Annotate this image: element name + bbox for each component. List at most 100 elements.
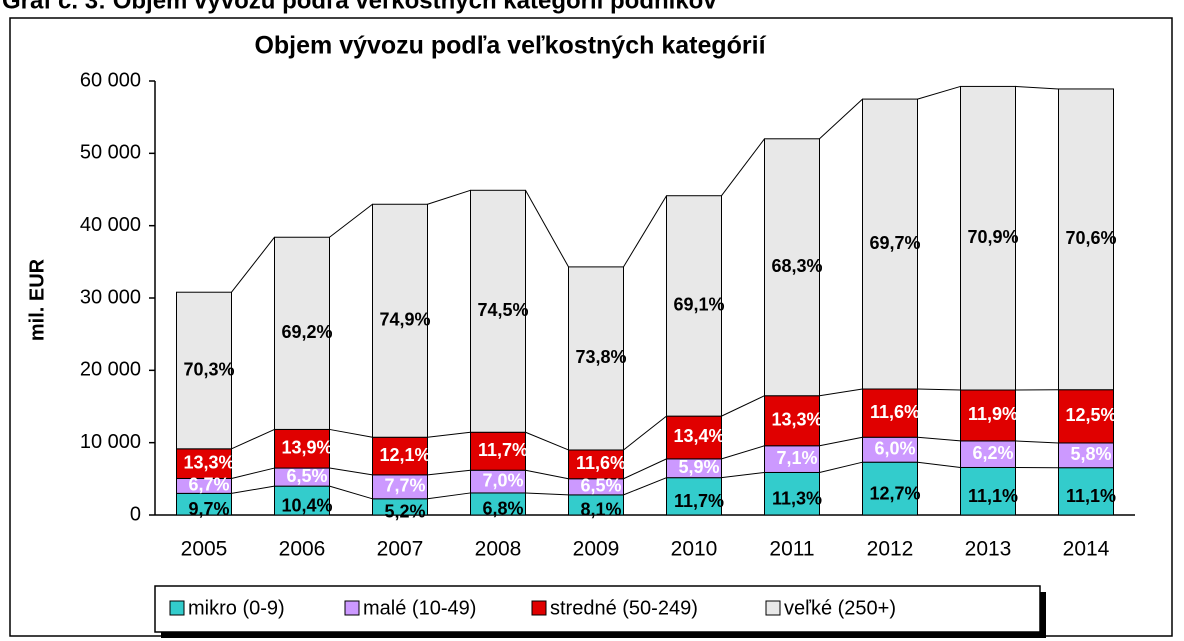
data-label: 7,1% xyxy=(776,448,817,468)
data-label: 6,5% xyxy=(286,466,327,486)
connector-line xyxy=(721,395,765,417)
bar-segment xyxy=(960,389,1016,442)
bar-segment xyxy=(274,485,330,516)
data-label: 10,4% xyxy=(281,495,332,515)
connector-line xyxy=(819,461,863,473)
y-tick-label: 20 000 xyxy=(80,359,141,381)
data-label: 5,8% xyxy=(1070,444,1111,464)
connector-line xyxy=(525,190,569,268)
legend-box xyxy=(154,585,1041,633)
bar-segment xyxy=(960,85,1016,391)
bar-segment xyxy=(960,440,1016,468)
bar-segment xyxy=(764,471,820,516)
x-tick-label: 2012 xyxy=(867,538,914,561)
connector-line xyxy=(525,431,569,451)
bar-segment xyxy=(274,428,330,469)
bar-segment xyxy=(764,395,820,447)
data-label: 69,2% xyxy=(281,322,332,342)
x-tick-label: 2005 xyxy=(181,538,228,561)
connector-line xyxy=(623,415,667,451)
connector-line xyxy=(329,485,373,500)
bar-segment xyxy=(470,189,526,433)
connector-line xyxy=(231,485,275,494)
bar-segment xyxy=(274,236,330,430)
legend-label: stredné (50-249) xyxy=(550,597,698,619)
bar-segment xyxy=(1058,88,1114,391)
data-label: 11,7% xyxy=(674,491,724,511)
data-label: 74,9% xyxy=(379,309,430,329)
page-heading: Graf č. 3: Objem vývozu podľa veľkostnýc… xyxy=(2,0,717,14)
connector-line xyxy=(623,195,667,268)
legend-label: mikro (0-9) xyxy=(188,597,285,619)
data-label: 5,9% xyxy=(678,457,719,477)
data-label: 70,3% xyxy=(183,359,234,379)
data-label: 7,0% xyxy=(482,470,523,490)
connector-line xyxy=(819,388,863,397)
bar-segment xyxy=(764,445,820,473)
bar-segment xyxy=(372,436,428,476)
x-tick-label: 2010 xyxy=(671,538,718,561)
connector-line xyxy=(231,467,275,479)
connector-line xyxy=(721,138,765,197)
data-label: 13,9% xyxy=(281,437,332,457)
bar-segment xyxy=(568,266,624,451)
data-label: 70,6% xyxy=(1065,228,1116,248)
y-tick-label: 0 xyxy=(130,503,141,525)
connector-line xyxy=(917,85,961,100)
data-label: 13,4% xyxy=(673,426,724,446)
legend-label: malé (10-49) xyxy=(363,597,476,619)
data-label: 9,7% xyxy=(188,499,229,519)
data-label: 11,1% xyxy=(1066,486,1116,506)
connector-line xyxy=(819,98,863,140)
bar-segment xyxy=(764,138,820,397)
data-label: 11,9% xyxy=(968,404,1018,424)
data-label: 69,7% xyxy=(869,233,920,253)
connector-line xyxy=(329,203,373,238)
connector-line xyxy=(427,431,471,438)
bar-segment xyxy=(176,448,232,479)
x-tick-label: 2008 xyxy=(475,538,522,561)
y-tick-label: 60 000 xyxy=(80,69,141,91)
bar-segment xyxy=(666,195,722,417)
legend-swatch xyxy=(765,600,781,616)
data-label: 5,2% xyxy=(384,502,425,522)
y-tick-label: 40 000 xyxy=(80,214,141,236)
connector-line xyxy=(721,471,765,479)
connector-line xyxy=(525,469,569,480)
connector-line xyxy=(623,477,667,496)
data-label: 69,1% xyxy=(673,295,724,315)
bar-segment xyxy=(666,477,722,516)
data-label: 13,3% xyxy=(771,409,822,429)
data-label: 11,7% xyxy=(478,440,528,460)
data-label: 12,5% xyxy=(1065,405,1116,425)
x-tick-label: 2013 xyxy=(965,538,1012,561)
connector-line xyxy=(231,236,275,293)
connector-line xyxy=(1015,440,1059,444)
data-label: 6,7% xyxy=(188,475,229,495)
data-label: 13,3% xyxy=(183,452,234,472)
legend-swatch xyxy=(344,600,360,616)
data-label: 8,1% xyxy=(580,500,621,520)
data-label: 11,6% xyxy=(870,402,920,422)
data-label: 12,7% xyxy=(869,483,920,503)
legend-swatch xyxy=(169,600,185,616)
data-label: 74,5% xyxy=(477,300,528,320)
connector-line xyxy=(427,469,471,476)
bar-segment xyxy=(176,291,232,450)
connector-line xyxy=(917,436,961,442)
bar-segment xyxy=(862,98,918,390)
data-label: 11,1% xyxy=(968,486,1018,506)
data-label: 7,7% xyxy=(384,476,425,496)
y-tick-label: 30 000 xyxy=(80,286,141,308)
data-label: 6,0% xyxy=(874,438,915,458)
bar-segment xyxy=(470,431,526,471)
data-label: 6,2% xyxy=(972,443,1013,463)
data-label: 12,1% xyxy=(379,445,430,465)
bar-segment xyxy=(372,203,428,438)
bar-segment xyxy=(862,388,918,438)
bar-segment xyxy=(1058,467,1114,516)
data-label: 68,3% xyxy=(771,256,822,276)
connector-line xyxy=(329,428,373,438)
connector-line xyxy=(721,445,765,460)
